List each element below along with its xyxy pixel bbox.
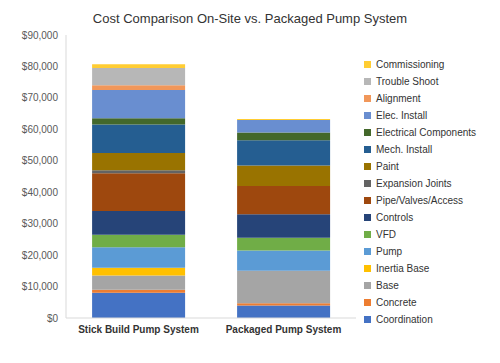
html-text:Inertia Base: Inertia Base xyxy=(376,262,430,274)
html-text:Pipe/Valves/Access: Pipe/Valves/Access xyxy=(376,194,464,206)
svg-text:$70,000: $70,000 xyxy=(22,92,59,103)
html-text:Elec. Install: Elec. Install xyxy=(376,109,428,121)
html-text:VFD: VFD xyxy=(376,228,396,240)
html-text:Paint: Paint xyxy=(376,160,399,172)
svg-text:$20,000: $20,000 xyxy=(22,250,59,261)
html-text:Controls: Controls xyxy=(376,211,414,223)
html-text:Mech. Install: Mech. Install xyxy=(376,143,433,155)
svg-text:Stick Build Pump System: Stick Build Pump System xyxy=(78,324,199,335)
html-text:Electrical Components: Electrical Components xyxy=(376,126,476,138)
html-text:Trouble Shoot: Trouble Shoot xyxy=(376,75,439,87)
html-text:Concrete: Concrete xyxy=(376,296,417,308)
svg-text:$50,000: $50,000 xyxy=(22,155,59,166)
html-text:Cost Comparison On-Site vs. Pa: Cost Comparison On-Site vs. Packaged Pum… xyxy=(92,11,408,26)
svg-text:$80,000: $80,000 xyxy=(22,61,59,72)
svg-text:$60,000: $60,000 xyxy=(22,124,59,135)
svg-text:Packaged Pump System: Packaged Pump System xyxy=(226,324,342,335)
html-text:Base: Base xyxy=(376,279,399,291)
html-text:Alignment: Alignment xyxy=(376,92,421,104)
html-text:Coordination: Coordination xyxy=(376,313,433,325)
svg-text:$0: $0 xyxy=(47,313,59,324)
html-text:Commissioning: Commissioning xyxy=(376,58,445,70)
svg-text:$10,000: $10,000 xyxy=(22,281,59,292)
svg-text:$30,000: $30,000 xyxy=(22,218,59,229)
svg-text:$40,000: $40,000 xyxy=(22,187,59,198)
html-text:Pump: Pump xyxy=(376,245,403,257)
svg-text:$90,000: $90,000 xyxy=(22,30,59,41)
html-text:Expansion Joints: Expansion Joints xyxy=(376,177,452,189)
